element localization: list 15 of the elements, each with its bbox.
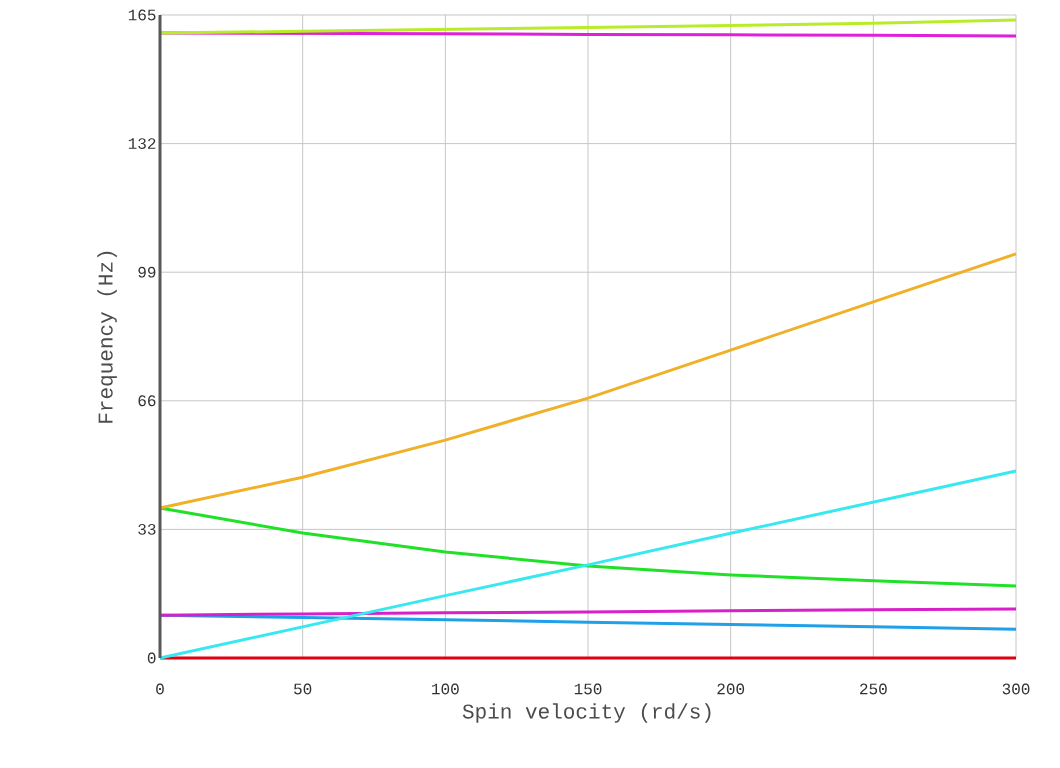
x-tick-label: 150 bbox=[574, 683, 602, 695]
y-tick-label: 99 bbox=[138, 266, 156, 278]
y-axis-title: Frequency (Hz) bbox=[97, 251, 117, 423]
y-tick-label: 33 bbox=[138, 523, 156, 535]
x-tick-label: 200 bbox=[717, 683, 745, 695]
y-tick-label: 66 bbox=[138, 395, 156, 407]
x-tick-label: 0 bbox=[156, 683, 164, 695]
x-tick-label: 100 bbox=[432, 683, 459, 695]
x-tick-label: 250 bbox=[860, 683, 887, 695]
y-tick-label: 0 bbox=[147, 652, 156, 664]
x-axis-title: Spin velocity (rd/s) bbox=[462, 703, 711, 723]
y-tick-label: 165 bbox=[128, 9, 156, 21]
x-tick-label: 50 bbox=[294, 683, 312, 695]
y-tick-label: 132 bbox=[128, 138, 156, 150]
x-tick-label: 300 bbox=[1002, 683, 1030, 695]
